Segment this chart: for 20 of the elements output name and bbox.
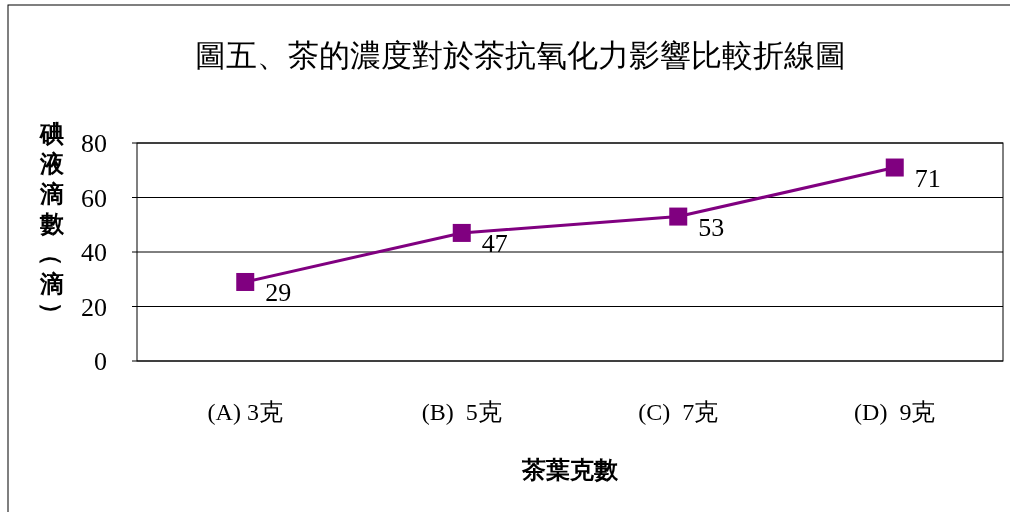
x-axis-title: 茶葉克數 bbox=[521, 456, 619, 483]
x-tick-label: (B) 5克 bbox=[421, 399, 502, 425]
y-tick-label: 80 bbox=[81, 129, 107, 158]
point bbox=[452, 223, 471, 242]
data-label: 53 bbox=[698, 212, 725, 242]
x-tick-label: (A) 3克 bbox=[207, 399, 283, 425]
y-tick-label: 20 bbox=[81, 292, 107, 322]
y-axis-title: 碘液滴數（滴） bbox=[39, 120, 66, 326]
y-tick-label: 0 bbox=[94, 347, 107, 376]
point bbox=[236, 272, 255, 291]
data-label: 47 bbox=[481, 228, 508, 258]
chart-title: 圖五、茶的濃度對於茶抗氧化力影響比較折線圖 bbox=[194, 38, 846, 73]
point bbox=[885, 158, 904, 177]
x-tick-label: (C) 7克 bbox=[638, 399, 719, 425]
y-tick-label: 40 bbox=[81, 238, 107, 267]
data-label: 29 bbox=[265, 277, 292, 307]
y-tick-label: 60 bbox=[81, 183, 107, 213]
x-tick-label: (D) 9克 bbox=[854, 399, 936, 425]
point bbox=[669, 207, 688, 226]
data-label: 71 bbox=[914, 163, 941, 193]
